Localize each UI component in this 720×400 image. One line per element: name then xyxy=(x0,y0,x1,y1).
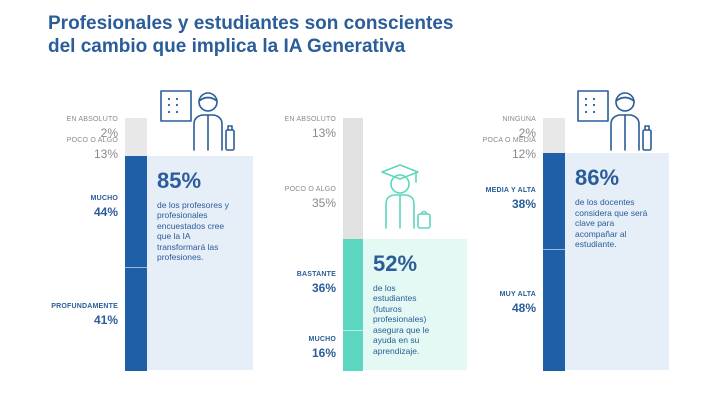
bar-segment xyxy=(125,123,147,156)
bar-segment xyxy=(343,238,363,330)
value-label: 41% xyxy=(93,312,118,327)
bar-segment xyxy=(343,150,363,239)
highlight-description: de los profesores y profesionales encues… xyxy=(157,199,229,263)
category-label: POCO O ALGO xyxy=(66,137,118,145)
category-label: MUY ALTA xyxy=(499,291,536,299)
category-label: MUCHO xyxy=(90,194,118,202)
teacher-icon xyxy=(577,90,652,151)
page-title-line-2: del cambio que implica la IA Generativa xyxy=(48,36,406,57)
category-label: NINGUNA xyxy=(502,116,536,123)
highlight-panel xyxy=(363,238,467,370)
value-label: 36% xyxy=(311,280,336,295)
graduate-student-icon xyxy=(381,164,431,229)
category-label: MUCHO xyxy=(308,335,336,343)
category-label: MEDIA Y ALTA xyxy=(485,186,536,194)
page-title-line-1: Profesionales y estudiantes son conscien… xyxy=(48,13,454,34)
highlight-value: 52% xyxy=(373,250,418,276)
value-label: 2% xyxy=(518,126,536,140)
highlight-value: 86% xyxy=(575,165,620,191)
page-title: Profesionales y estudiantes son conscien… xyxy=(48,12,508,58)
bar-segment xyxy=(125,155,147,267)
category-label: POCO O ALGO xyxy=(284,186,336,194)
highlight-panel xyxy=(565,153,669,370)
value-label: 48% xyxy=(511,301,536,316)
highlight-value: 85% xyxy=(157,167,202,193)
category-label: EN ABSOLUTO xyxy=(284,116,336,123)
bar-segment xyxy=(543,118,565,124)
value-label: 35% xyxy=(311,196,336,211)
category-label: PROFUNDAMENTE xyxy=(51,302,118,310)
category-label: POCA O MEDIA xyxy=(482,137,536,145)
bar-segment xyxy=(543,153,565,250)
teacher-icon xyxy=(160,90,235,151)
value-label: 38% xyxy=(511,196,536,211)
bar-segment xyxy=(125,118,147,124)
highlight-panel xyxy=(147,155,253,370)
highlight-description: de los docentes considera que será clave… xyxy=(575,197,648,250)
bar-segment xyxy=(343,329,363,371)
bar-segment xyxy=(543,249,565,371)
category-label: EN ABSOLUTO xyxy=(66,116,118,123)
category-label: BASTANTE xyxy=(296,270,336,278)
bar-segment xyxy=(125,266,147,371)
value-label: 12% xyxy=(511,147,536,162)
bar-segment xyxy=(543,123,565,154)
value-label: 16% xyxy=(311,345,336,360)
highlight-description: de los estudiantes (futuros profesionale… xyxy=(373,282,430,356)
value-label: 2% xyxy=(100,126,118,140)
value-label: 13% xyxy=(311,126,336,140)
bar-segment xyxy=(343,118,363,151)
value-label: 44% xyxy=(93,204,118,219)
value-label: 13% xyxy=(93,147,118,162)
